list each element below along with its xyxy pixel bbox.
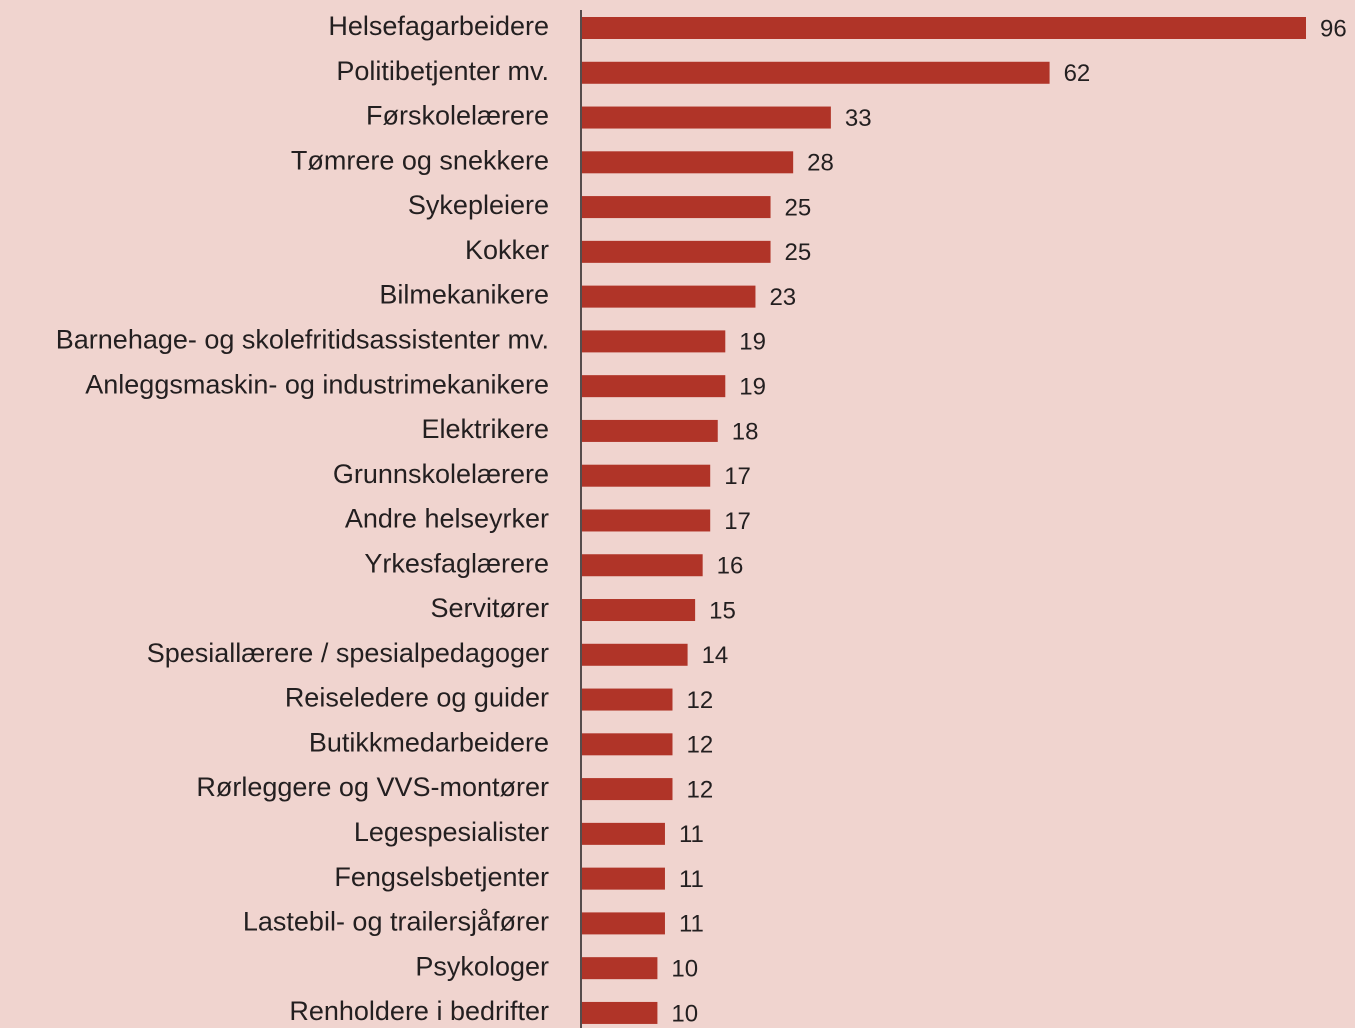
value-label: 11 [679,911,704,938]
bar [582,17,1306,39]
value-label: 19 [739,374,766,401]
bar [582,822,665,845]
value-label: 15 [709,597,736,624]
category-label: Reiseledere og guider [285,683,549,713]
value-label: 33 [845,105,872,132]
value-label: 10 [671,1000,698,1027]
value-label: 10 [671,956,698,983]
value-label: 14 [702,642,729,669]
category-label: Psykologer [415,951,549,981]
category-label: Helsefagarbeidere [328,11,549,41]
category-label: Tømrere og snekkere [291,145,549,175]
category-label: Elektrikere [421,414,549,444]
value-label: 62 [1064,60,1091,87]
bar [582,106,831,129]
bar [582,957,658,980]
category-label: Yrkesfaglærere [364,548,549,578]
value-label: 17 [724,508,751,535]
value-label: 18 [732,418,759,445]
value-label: 12 [687,687,714,714]
value-label: 16 [717,553,744,580]
category-label: Førskolelærere [366,101,549,131]
bar [582,509,711,532]
category-label: Bilmekanikere [379,280,549,310]
bar [582,912,665,935]
bar [582,643,688,666]
value-label: 25 [785,194,812,221]
value-label: 17 [724,463,751,490]
value-label: 19 [739,329,766,356]
category-label: Sykepleiere [408,190,549,220]
bar [582,1001,658,1024]
bar [582,240,771,263]
category-label: Anleggsmaskin- og industrimekanikere [85,369,549,399]
bar [582,375,726,398]
bar [582,688,673,711]
value-label: 11 [679,866,704,893]
bar [582,778,673,801]
bar [582,61,1050,84]
category-label: Rørleggere og VVS-montører [196,772,549,802]
category-label: Kokker [465,235,549,265]
category-label: Legespesialister [354,817,549,847]
value-label: 12 [687,776,714,803]
category-label: Barnehage- og skolefritidsassistenter mv… [56,325,549,355]
category-label: Lastebil- og trailersjåfører [243,907,549,937]
bar [582,733,673,756]
value-label: 96 [1320,15,1347,42]
bar [582,285,756,308]
value-label: 12 [687,732,714,759]
bar [582,554,703,577]
category-label: Renholdere i bedrifter [289,996,549,1026]
value-label: 11 [679,821,704,848]
bar [582,151,794,174]
bar [582,330,726,353]
category-label: Butikkmedarbeidere [309,727,549,757]
bar [582,419,718,442]
value-label: 28 [807,150,834,177]
value-label: 25 [785,239,812,266]
bar [582,867,665,890]
category-label: Andre helseyrker [345,504,549,534]
category-label: Grunnskolelærere [333,459,549,489]
bar [582,464,711,487]
bar [582,599,696,622]
bar [582,196,771,219]
category-label: Politibetjenter mv. [336,56,549,86]
category-label: Fengselsbetjenter [334,862,549,892]
value-label: 23 [769,284,796,311]
category-label: Spesiallærere / spesialpedagoger [147,638,549,668]
category-label: Servitører [430,593,549,623]
